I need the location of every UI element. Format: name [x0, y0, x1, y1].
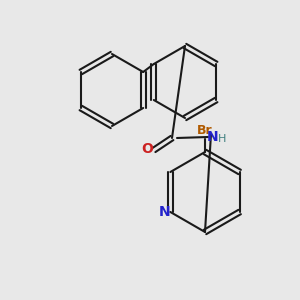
- Text: O: O: [141, 142, 153, 156]
- Text: H: H: [218, 134, 226, 144]
- Text: Br: Br: [197, 124, 213, 137]
- Text: N: N: [207, 130, 219, 144]
- Text: N: N: [158, 205, 170, 219]
